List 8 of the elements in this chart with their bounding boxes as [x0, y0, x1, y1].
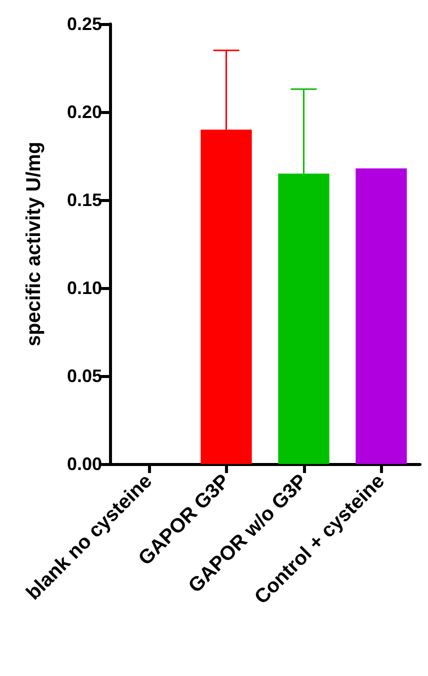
y-tick-label: 0.25: [66, 14, 102, 34]
y-tick-label: 0.20: [66, 102, 102, 122]
y-axis-title: specific activity U/mg: [23, 142, 45, 346]
y-tick-label: 0.00: [66, 454, 102, 474]
bar: [356, 168, 407, 464]
y-tick-label: 0.05: [66, 366, 102, 386]
y-tick-label: 0.15: [66, 190, 102, 210]
y-tick-label: 0.10: [66, 278, 102, 298]
